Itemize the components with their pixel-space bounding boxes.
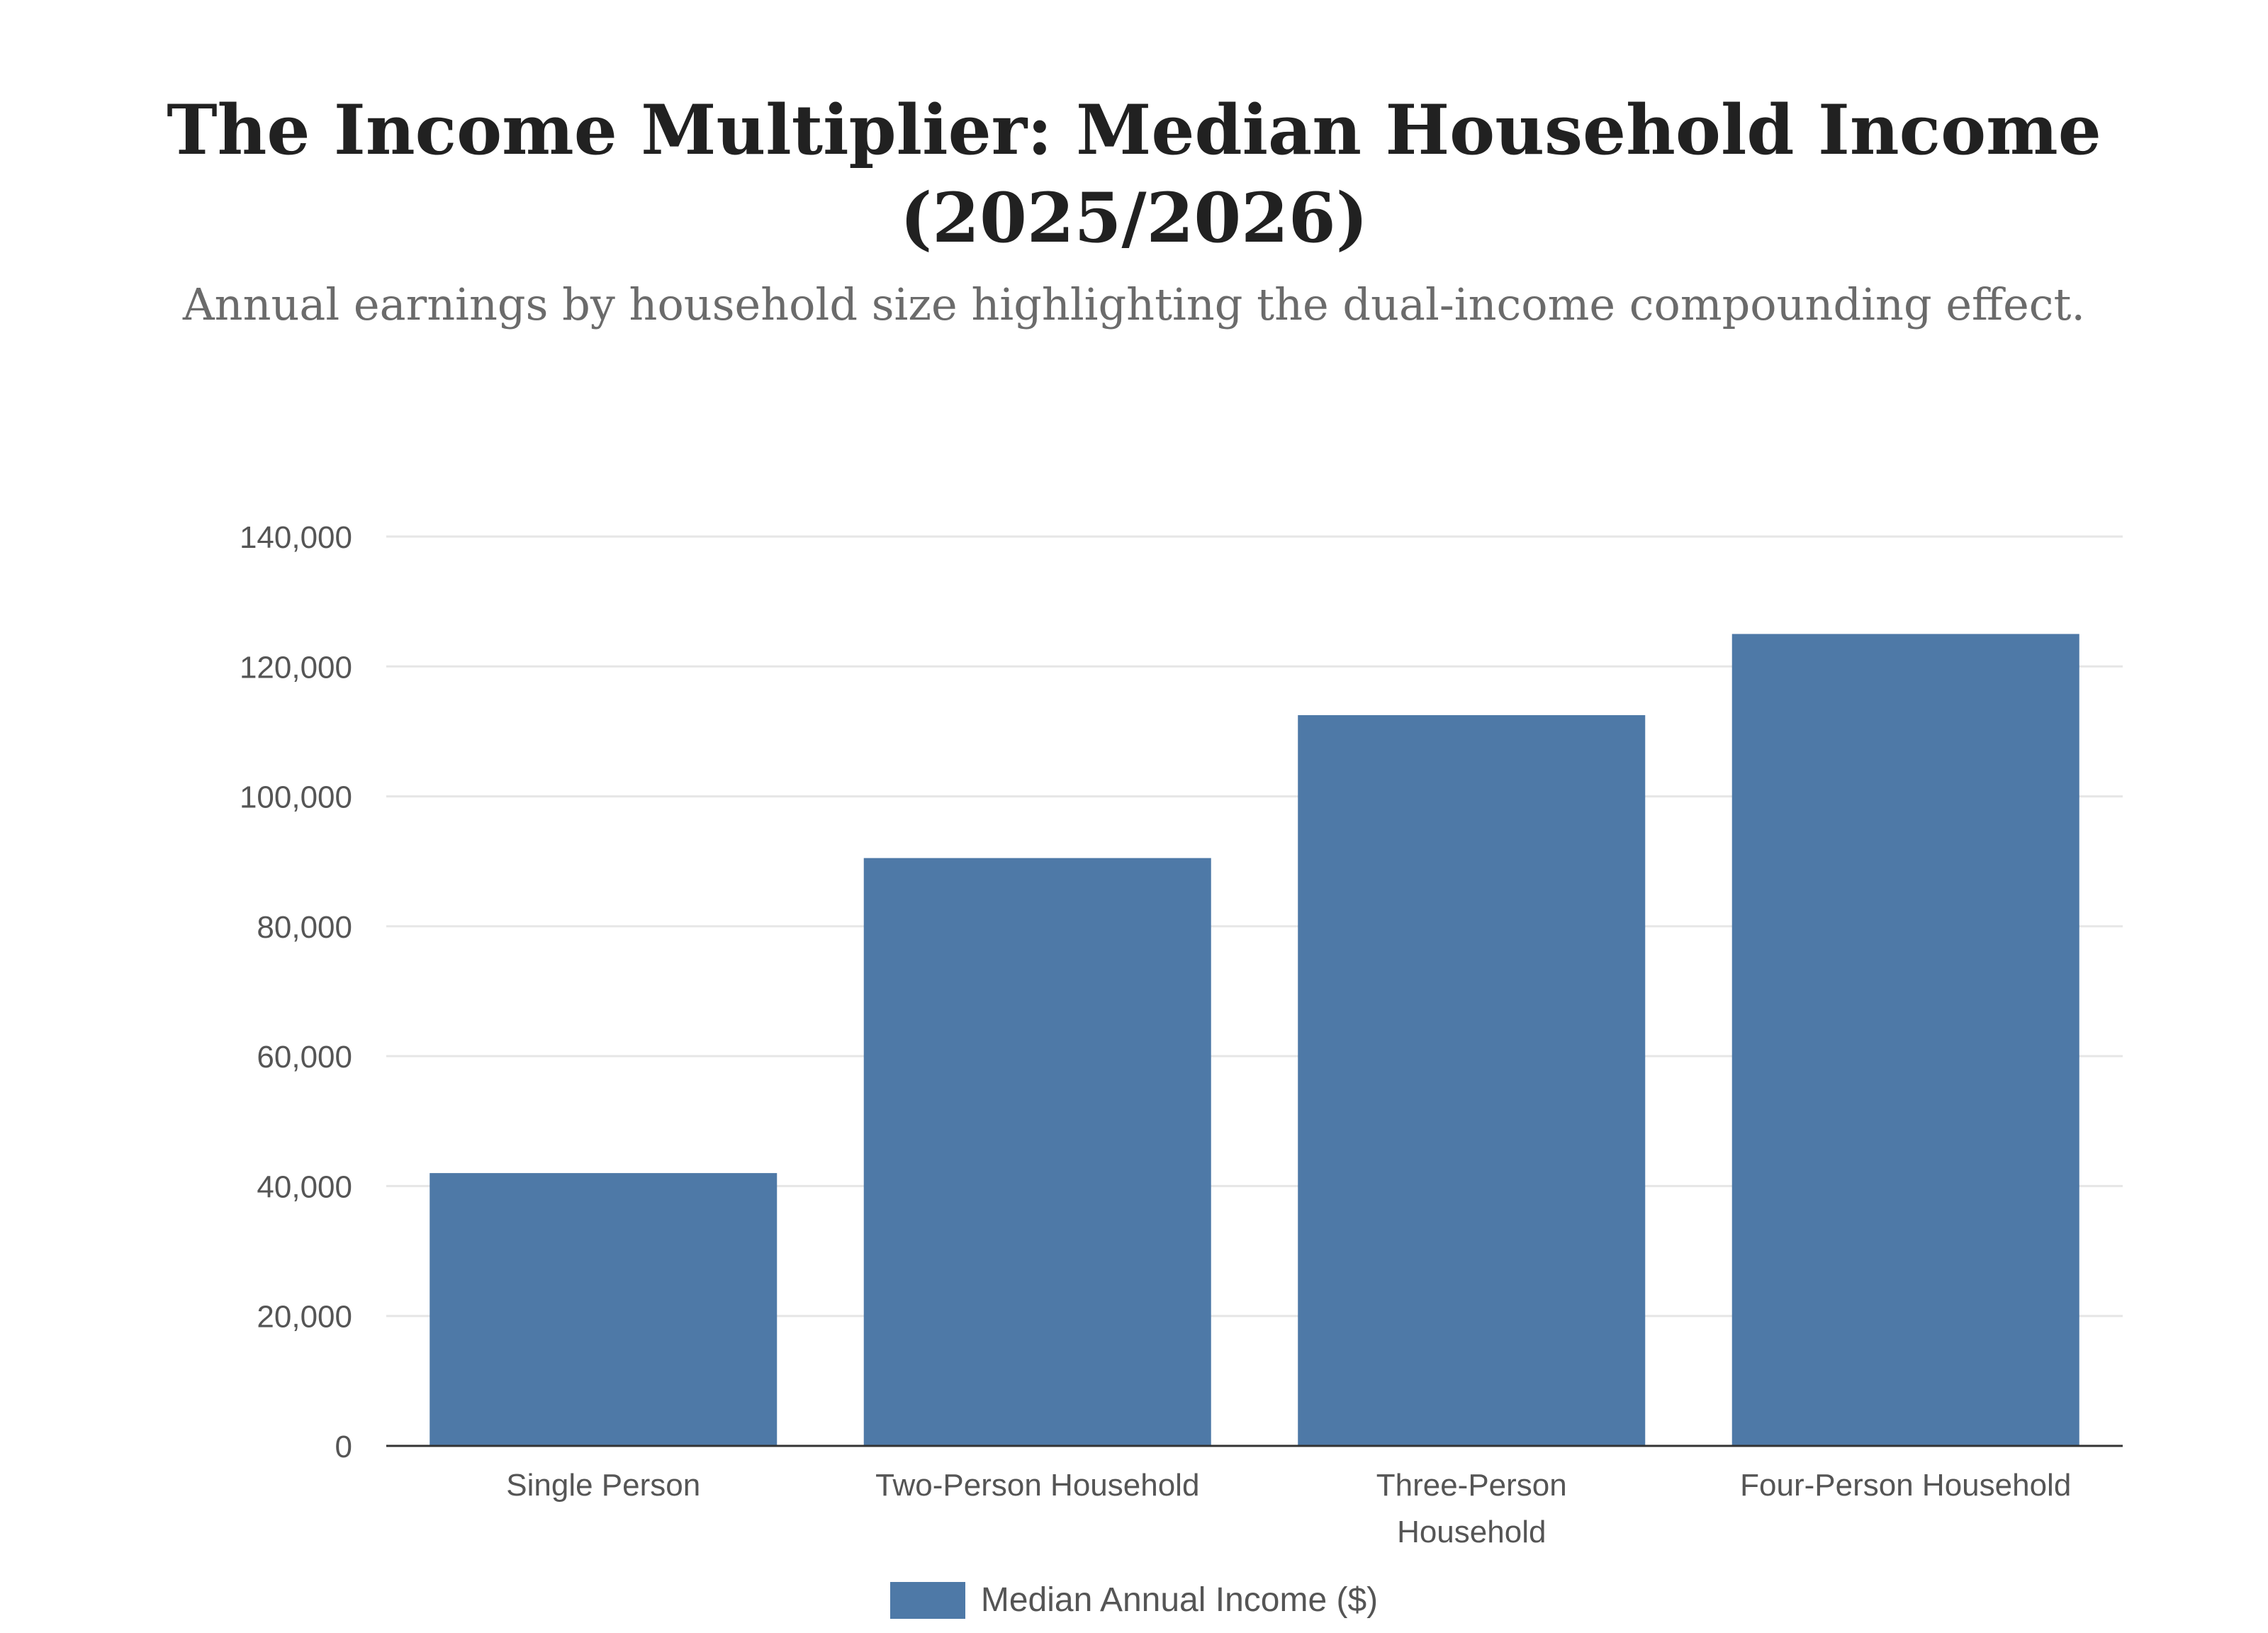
y-tick-label: 0 <box>335 1430 352 1464</box>
y-tick-label: 20,000 <box>257 1300 352 1335</box>
bar <box>1298 715 1646 1447</box>
legend-label: Median Annual Income ($) <box>980 1581 1379 1619</box>
x-tick-label: Four-Person Household <box>1740 1468 2071 1503</box>
legend: Median Annual Income ($) <box>0 1581 2268 1620</box>
y-tick-label: 80,000 <box>257 910 352 945</box>
y-tick-label: 140,000 <box>240 520 352 555</box>
y-tick-label: 40,000 <box>257 1169 352 1204</box>
bar <box>430 1173 777 1446</box>
x-tick-label: Three-Person <box>1376 1468 1567 1503</box>
legend-swatch <box>889 1581 965 1619</box>
y-tick-label: 60,000 <box>257 1040 352 1074</box>
x-tick-label: Two-Person Household <box>875 1468 1199 1503</box>
x-tick-label: Single Person <box>506 1468 700 1503</box>
bar <box>1731 634 2079 1446</box>
y-tick-label: 120,000 <box>240 650 352 685</box>
chart-title: The Income Multiplier: Median Household … <box>167 90 2101 258</box>
chart-subtitle: Annual earnings by household size highli… <box>182 279 2086 330</box>
bar <box>863 858 1211 1446</box>
x-tick-label: Household <box>1397 1515 1546 1549</box>
y-tick-label: 100,000 <box>240 780 352 815</box>
